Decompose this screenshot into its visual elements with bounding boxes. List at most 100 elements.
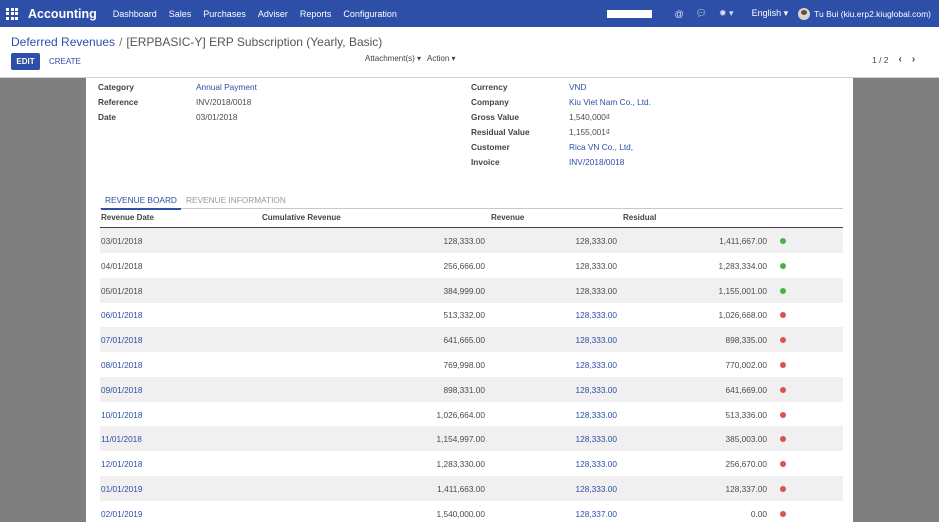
cell-revenue-date: 08/01/2018	[101, 360, 143, 370]
col-residual[interactable]: Residual	[623, 213, 657, 222]
chat-icon[interactable]: 💬︎	[695, 8, 708, 18]
reference-label: Reference	[98, 97, 139, 107]
user-menu[interactable]: Tu Bui (kiu.erp2.kiuglobal.com)	[814, 8, 931, 19]
menu-purchases[interactable]: Purchases	[203, 8, 246, 19]
pager-next-icon[interactable]: ›	[911, 54, 916, 65]
main-menu: Dashboard Sales Purchases Adviser Report…	[107, 9, 403, 19]
top-navbar: Accounting Dashboard Sales Purchases Adv…	[0, 0, 939, 27]
tab-revenue-information[interactable]: REVENUE INFORMATION	[186, 195, 286, 205]
cell-residual: 128,337.00	[725, 484, 767, 494]
create-button[interactable]: CREATE	[49, 57, 81, 66]
col-cumulative-revenue[interactable]: Cumulative Revenue	[262, 213, 341, 222]
date-label: Date	[98, 112, 116, 122]
pager-value[interactable]: 1 / 2	[872, 54, 889, 65]
cell-cumulative-revenue: 256,666.00	[443, 260, 485, 271]
status-dot-icon	[780, 486, 786, 492]
cell-residual: 385,003.00	[725, 434, 767, 445]
cell-residual: 513,336.00	[725, 409, 767, 420]
company-value[interactable]: Kiu Viet Nam Co., Ltd.	[569, 97, 651, 107]
menu-adviser[interactable]: Adviser	[257, 8, 288, 19]
customer-value[interactable]: Rica VN Co., Ltd,	[569, 142, 634, 152]
edit-button[interactable]: EDIT	[11, 53, 40, 70]
category-label: Category	[98, 82, 134, 92]
table-row[interactable]: 10/01/2018 1,026,664.00 128,333.00 513,336.…	[100, 402, 843, 427]
search-bar[interactable]	[607, 9, 653, 18]
cell-revenue: 128,333.00	[575, 384, 617, 395]
app-title[interactable]: Accounting	[28, 6, 97, 21]
breadcrumb-current: [ERPBASIC-Y] ERP Subscription (Yearly, B…	[126, 35, 383, 49]
menu-configuration[interactable]: Configuration	[343, 8, 397, 19]
cell-cumulative-revenue: 128,333.00	[443, 236, 485, 246]
attachments-dropdown[interactable]: Attachment(s) ▾	[365, 54, 422, 63]
breadcrumb-parent[interactable]: Deferred Revenues	[11, 35, 116, 49]
status-dot-icon	[780, 337, 786, 344]
at-icon[interactable]: @	[674, 8, 684, 19]
apps-menu-icon[interactable]	[0, 0, 24, 27]
col-revenue-date[interactable]: Revenue Date	[101, 213, 154, 222]
status-dot-icon	[780, 362, 786, 368]
cell-revenue: 128,333.00	[575, 335, 617, 346]
status-dot-icon	[780, 436, 786, 443]
cell-revenue: 128,333.00	[575, 360, 617, 370]
cell-revenue: 128,333.00	[575, 459, 617, 470]
revenue-table-header: Revenue Date Cumulative Revenue Revenue …	[100, 209, 843, 228]
invoice-label: Invoice	[471, 157, 500, 167]
table-row[interactable]: 05/01/2018 384,999.00 128,333.00 1,155,001.…	[100, 277, 843, 303]
cell-cumulative-revenue: 1,540,000.00	[436, 508, 485, 519]
table-row[interactable]: 01/01/2019 1,411,663.00 128,333.00 128,337.…	[100, 476, 843, 501]
status-dot-icon	[780, 262, 786, 269]
sidebar-actions: Attachment(s) ▾ Action ▾	[365, 54, 462, 63]
cell-revenue-date: 12/01/2018	[101, 459, 143, 470]
status-dot-icon	[780, 312, 786, 319]
table-row[interactable]: 04/01/2018 256,666.00 128,333.00 1,283,334.…	[100, 253, 843, 278]
table-row[interactable]: 02/01/2019 1,540,000.00 128,337.00 0.00	[100, 501, 843, 522]
table-row[interactable]: 11/01/2018 1,154,997.00 128,333.00 385,003.…	[100, 426, 843, 452]
language-label: English	[751, 8, 782, 18]
cell-revenue-date: 06/01/2018	[101, 310, 143, 321]
debug-bug-icon[interactable]: ✹ ▾	[719, 8, 734, 18]
cell-residual: 1,411,667.00	[719, 236, 767, 246]
cell-cumulative-revenue: 641,665.00	[443, 335, 485, 346]
cell-residual: 770,002.00	[725, 360, 767, 370]
menu-dashboard[interactable]: Dashboard	[112, 8, 157, 19]
col-revenue[interactable]: Revenue	[491, 213, 525, 222]
table-row[interactable]: 09/01/2018 898,331.00 128,333.00 641,669.00	[100, 376, 843, 402]
reference-value: INV/2018/0018	[196, 97, 252, 107]
menu-reports[interactable]: Reports	[299, 8, 332, 19]
table-row[interactable]: 06/01/2018 513,332.00 128,333.00 1,026,668.…	[100, 302, 843, 327]
invoice-value[interactable]: INV/2018/0018	[569, 157, 625, 167]
cell-cumulative-revenue: 1,154,997.00	[436, 434, 485, 445]
cell-revenue: 128,337.00	[575, 508, 617, 519]
notebook-tabs: REVENUE BOARD REVENUE INFORMATION	[100, 192, 843, 210]
cell-cumulative-revenue: 898,331.00	[443, 384, 485, 395]
currency-value[interactable]: VND	[569, 82, 587, 92]
action-dropdown[interactable]: Action ▾	[427, 54, 456, 63]
pager-previous-icon[interactable]: ‹	[898, 54, 902, 65]
cell-revenue: 128,333.00	[575, 310, 617, 321]
cell-cumulative-revenue: 513,332.00	[443, 310, 485, 321]
cell-revenue-date: 02/01/2019	[101, 508, 143, 519]
cell-residual: 1,026,668.00	[718, 310, 767, 321]
cell-revenue-date: 05/01/2018	[101, 285, 143, 296]
cell-revenue: 128,333.00	[575, 434, 617, 445]
residual-value-label: Residual Value	[471, 127, 530, 137]
table-row[interactable]: 07/01/2018 641,665.00 128,333.00 898,335.00	[100, 327, 843, 353]
status-dot-icon	[780, 238, 786, 244]
status-dot-icon	[780, 386, 786, 393]
cell-cumulative-revenue: 1,283,330.00	[436, 459, 485, 470]
table-row[interactable]: 08/01/2018 769,998.00 128,333.00 770,002.00	[100, 352, 843, 377]
breadcrumb: Deferred Revenues / [ERPBASIC-Y] ERP Subsc…	[11, 35, 382, 49]
category-value[interactable]: Annual Payment	[196, 82, 257, 92]
language-selector[interactable]: English ▾	[751, 8, 789, 18]
breadcrumb-separator: /	[119, 35, 123, 49]
menu-sales[interactable]: Sales	[168, 8, 192, 19]
table-row[interactable]: 12/01/2018 1,283,330.00 128,333.00 256,670.…	[100, 451, 843, 476]
cell-cumulative-revenue: 769,998.00	[443, 360, 485, 370]
table-row[interactable]: 03/01/2018 128,333.00 128,333.00 1,411,667.…	[100, 228, 843, 253]
cell-revenue: 128,333.00	[575, 484, 617, 494]
date-value: 03/01/2018	[196, 112, 238, 122]
user-avatar[interactable]	[798, 7, 811, 20]
cell-revenue: 128,333.00	[575, 285, 617, 296]
tab-revenue-board[interactable]: REVENUE BOARD	[101, 195, 181, 210]
company-label: Company	[471, 97, 509, 107]
